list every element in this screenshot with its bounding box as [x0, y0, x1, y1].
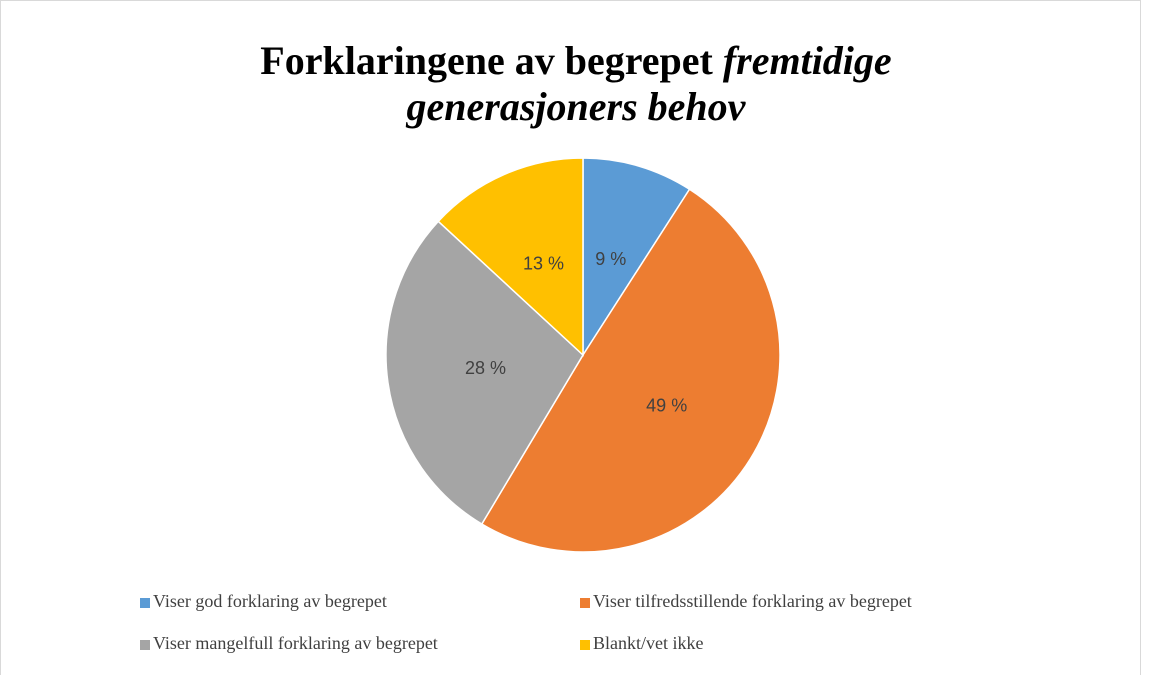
data-label: 49 % [646, 396, 687, 416]
legend-label: Viser god forklaring av begrepet [153, 591, 387, 611]
pie-slice [437, 157, 584, 357]
legend-label: Viser mangelfull forklaring av begrepet [153, 633, 438, 653]
legend-swatch [580, 598, 590, 608]
data-label: 13 % [523, 254, 564, 274]
legend-swatch [580, 640, 590, 650]
data-label: 9 % [595, 249, 626, 269]
pie-slice [582, 157, 691, 358]
legend-label: Blankt/vet ikke [593, 633, 703, 653]
title-emphasis: fremtidige generasjoners behov [406, 38, 892, 129]
legend-swatch [140, 598, 150, 608]
legend-swatch [140, 640, 150, 650]
legend-label: Viser tilfredsstillende forklaring av be… [593, 591, 912, 611]
pie-slice [480, 188, 781, 553]
pie-slice [385, 220, 584, 526]
data-label: 28 % [465, 358, 506, 378]
chart-title: Forklaringene av begrepet fremtidige gen… [226, 38, 926, 130]
title-text: Forklaringene av begrepet [260, 38, 713, 83]
